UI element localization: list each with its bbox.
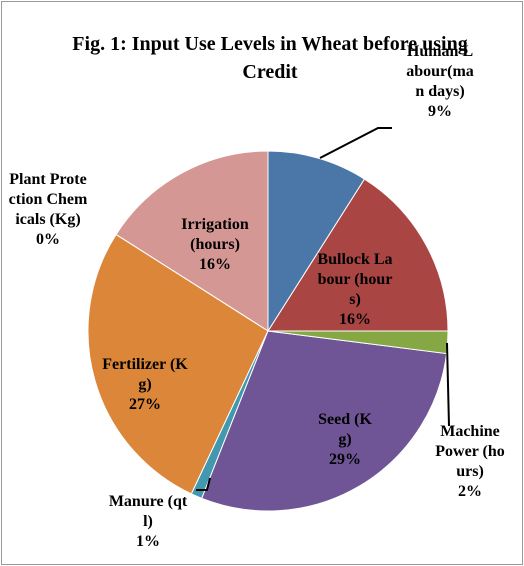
- pie-slice: [267, 150, 366, 333]
- value-label: 1%: [136, 533, 160, 550]
- pie-slice: [115, 150, 269, 332]
- chart-title: Fig. 1: Input Use Levels in Wheat before…: [72, 33, 468, 83]
- value-label: 0%: [36, 231, 60, 248]
- value-label: 27%: [129, 396, 161, 413]
- value-label: 16%: [339, 311, 371, 328]
- slice-label: Human Labour(man days) 9%: [405, 42, 475, 122]
- category-label: Machine Power (hours): [435, 423, 505, 480]
- slice-label: Seed (Kg) 29%: [315, 410, 375, 470]
- value-label: 9%: [428, 103, 452, 120]
- pie-slice: [267, 178, 449, 332]
- value-label: 16%: [199, 256, 231, 273]
- category-label: Fertilizer (Kg): [102, 356, 188, 393]
- slice-label: Manure (qtl) 1%: [108, 492, 188, 552]
- slice-label: Bullock Labour (hours) 16%: [315, 250, 395, 330]
- category-label: Human Labour(man days): [406, 43, 474, 100]
- leader-line: [319, 127, 392, 159]
- category-label: Manure (qtl): [108, 493, 188, 530]
- category-label: Seed (Kg): [318, 411, 372, 448]
- leader-line: [446, 342, 450, 427]
- slice-label: Machine Power (hours) 2%: [435, 422, 505, 502]
- slice-label: Plant Protection Chemicals (Kg) 0%: [8, 170, 88, 250]
- pie-slice: [87, 233, 269, 495]
- category-label: Plant Protection Chemicals (Kg): [8, 171, 88, 228]
- category-label: Bullock Labour (hours): [317, 251, 393, 308]
- slice-label: Fertilizer (Kg) 27%: [100, 355, 190, 415]
- value-label: 29%: [329, 451, 361, 468]
- leader-line: [196, 477, 211, 491]
- category-label: Irrigation (hours): [181, 216, 249, 253]
- slice-label: Irrigation (hours) 16%: [180, 215, 250, 275]
- pie-slice: [201, 330, 448, 512]
- value-label: 2%: [458, 483, 482, 500]
